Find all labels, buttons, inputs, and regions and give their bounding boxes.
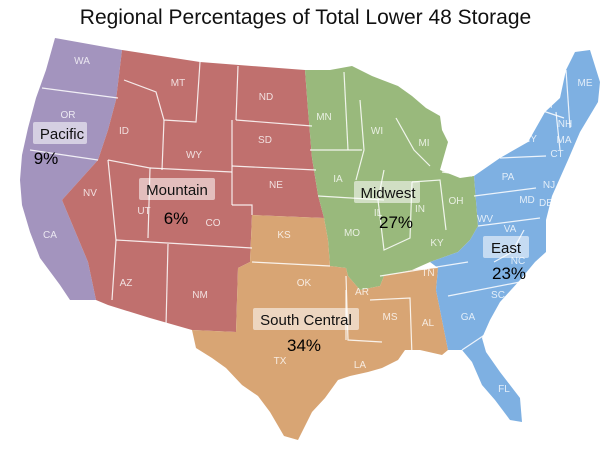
- pacific-percent: 9%: [34, 149, 59, 168]
- state-label-ne: NE: [269, 180, 283, 191]
- midwest-region-shape[interactable]: [305, 66, 478, 290]
- state-label-wi: WI: [371, 126, 383, 137]
- state-label-wv: WV: [477, 214, 493, 225]
- state-label-sc: SC: [491, 290, 505, 301]
- state-label-al: AL: [422, 318, 435, 329]
- pacific-label-bg: [33, 122, 87, 144]
- state-label-de: DE: [539, 198, 553, 209]
- state-label-nd: ND: [259, 92, 273, 103]
- state-label-nh: NH: [558, 119, 572, 130]
- state-label-vt: VT: [542, 100, 555, 111]
- state-borders: [29, 61, 571, 357]
- east-label-bg: [483, 236, 529, 258]
- state-label-co: CO: [206, 218, 221, 229]
- mountain-percent: 6%: [164, 209, 189, 228]
- state-label-mi: MI: [418, 138, 429, 149]
- state-label-ar: AR: [355, 287, 369, 298]
- state-label-pa: PA: [502, 172, 515, 183]
- state-label-nv: NV: [83, 188, 97, 199]
- state-label-me: ME: [578, 78, 593, 89]
- south-central-label-bg: [253, 308, 359, 330]
- mountain-label-bg: [139, 178, 215, 200]
- pacific-region-shape[interactable]: [20, 38, 122, 300]
- map-title: Regional Percentages of Total Lower 48 S…: [79, 6, 532, 29]
- state-label-sd: SD: [258, 135, 272, 146]
- midwest-label-bg: [354, 181, 420, 203]
- state-label-ia: IA: [333, 174, 343, 185]
- state-label-il: IL: [374, 208, 383, 219]
- midwest-label: Midwest: [360, 185, 416, 202]
- state-label-az: AZ: [120, 278, 133, 289]
- state-label-md: MD: [519, 195, 535, 206]
- state-label-ri: RI: [573, 149, 583, 160]
- state-label-wa: WA: [74, 56, 90, 67]
- state-label-ky: KY: [430, 238, 444, 249]
- state-label-mo: MO: [344, 228, 360, 239]
- state-label-ut: UT: [137, 206, 150, 217]
- region-labels: Pacific 9% Mountain 6% Midwest 27% South…: [33, 122, 529, 355]
- state-label-nc: NC: [511, 256, 525, 267]
- state-label-tx: TX: [274, 356, 287, 367]
- state-label-va: VA: [504, 224, 517, 235]
- state-label-fl: FL: [498, 384, 510, 395]
- south-central-percent: 34%: [287, 336, 321, 355]
- state-labels: WA OR CA MT ID WY NV UT CO AZ NM ND SD NE MN WI MI IA IL IN…: [43, 56, 593, 395]
- pacific-label: Pacific: [40, 126, 85, 143]
- state-label-ct: CT: [550, 149, 563, 160]
- state-label-la: LA: [354, 360, 367, 371]
- state-label-mt: MT: [171, 78, 185, 89]
- south-central-label: South Central: [260, 312, 352, 329]
- state-label-mn: MN: [316, 112, 332, 123]
- midwest-percent: 27%: [379, 213, 413, 232]
- state-label-ny: NY: [523, 134, 537, 145]
- mountain-label: Mountain: [146, 182, 208, 199]
- state-label-wy: WY: [186, 150, 202, 161]
- state-label-or: OR: [61, 110, 76, 121]
- state-label-ma: MA: [557, 135, 572, 146]
- state-label-ok: OK: [297, 278, 312, 289]
- state-label-id: ID: [119, 126, 129, 137]
- state-label-tn: TN: [421, 268, 434, 279]
- state-label-nj: NJ: [543, 180, 555, 191]
- state-label-ca: CA: [43, 230, 57, 241]
- state-label-nm: NM: [192, 290, 208, 301]
- east-label: East: [491, 240, 522, 257]
- state-label-in: IN: [415, 204, 425, 215]
- east-percent: 23%: [492, 264, 526, 283]
- state-label-ms: MS: [383, 312, 398, 323]
- state-label-ks: KS: [277, 230, 291, 241]
- state-label-ga: GA: [461, 312, 476, 323]
- state-label-oh: OH: [449, 196, 464, 207]
